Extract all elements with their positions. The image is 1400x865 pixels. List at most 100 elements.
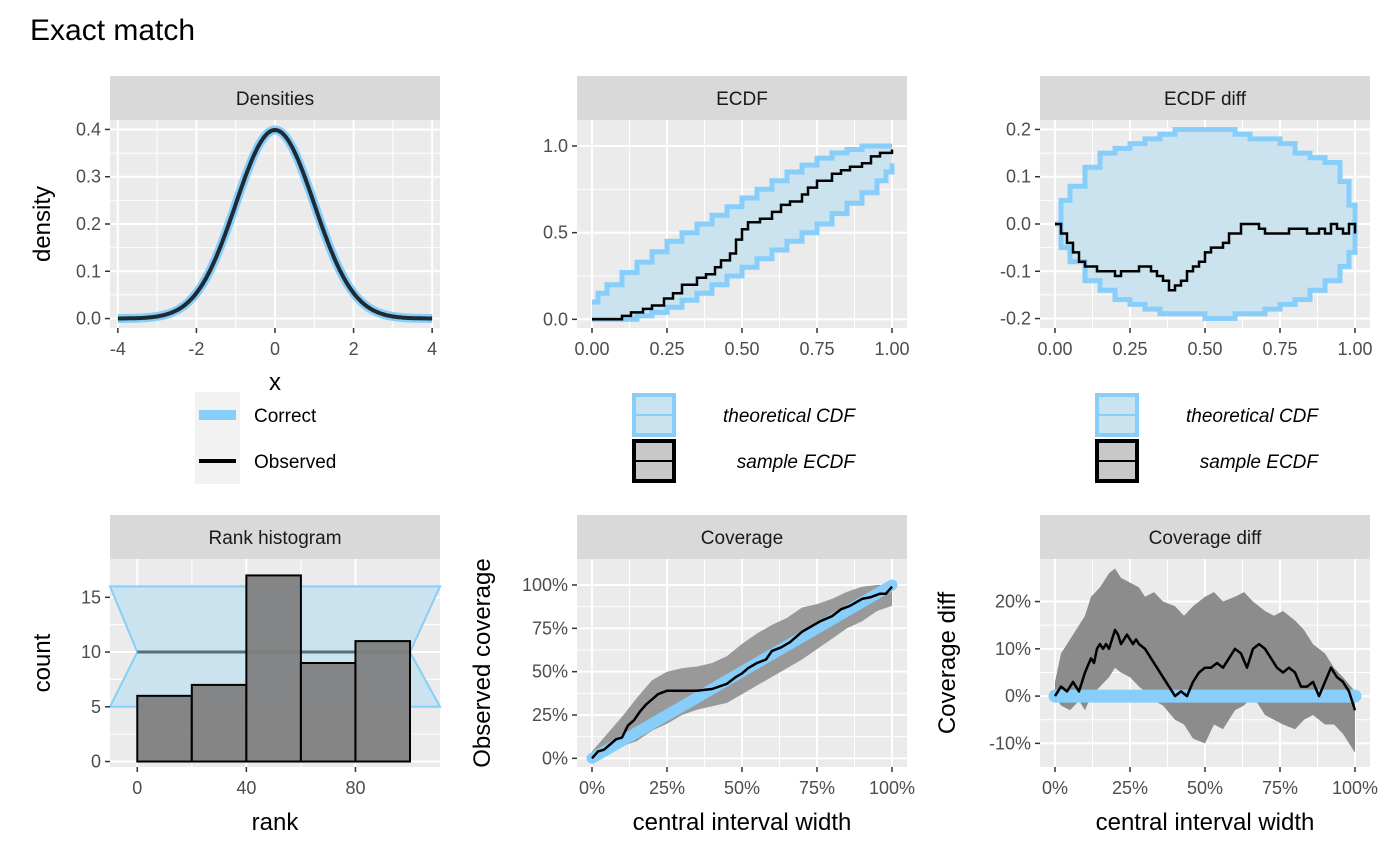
x-tick-label: 0.50: [1187, 339, 1222, 359]
x-tick-label: 75%: [1262, 778, 1298, 798]
histogram-bar: [299, 662, 357, 763]
y-tick-label: 0.3: [76, 167, 101, 187]
legend-label-theoretical: theoretical CDF: [1186, 406, 1319, 427]
strip-label: Coverage: [701, 528, 783, 549]
reference-line: [586, 579, 898, 764]
gridlines: [110, 120, 440, 328]
histogram-bar: [354, 640, 412, 763]
y-tick-label: 10: [81, 642, 101, 662]
y-tick-label: -0.2: [1000, 309, 1031, 329]
legend-label-observed: Observed: [254, 452, 336, 473]
x-tick-label: 0.00: [1037, 339, 1072, 359]
x-tick-label: 2: [349, 339, 359, 359]
x-tick-label: 25%: [1112, 778, 1148, 798]
strip-label: Coverage diff: [1149, 528, 1262, 549]
x-tick-label: 0%: [1042, 778, 1068, 798]
x-tick-label: 0.75: [799, 339, 834, 359]
strip-background: [577, 76, 907, 120]
strip-label: ECDF: [716, 89, 768, 110]
tick-labels: 0.00 0.25 0.50 0.75 1.00 0.0 0.5 1.0: [543, 136, 910, 359]
observed-density-line: [117, 128, 433, 321]
x-tick-label: 1.00: [874, 339, 909, 359]
y-axis-title: Coverage diff: [934, 592, 961, 735]
legend-key-background: [195, 392, 240, 484]
coverage-band: [1055, 568, 1355, 753]
x-tick-label: 80: [345, 778, 365, 798]
marks: [586, 579, 898, 764]
tick-labels: 0% 25% 50% 75% 100% -10% 0% 10% 20%: [989, 592, 1378, 798]
sample-ecdf-line: [1055, 222, 1357, 292]
x-tick-label: 0.50: [724, 339, 759, 359]
coverage-panel: Coverage 0% 25% 50% 75% 100%0%25%50%75%100% …: [469, 515, 915, 836]
theoretical-band-lower: [592, 163, 895, 322]
tick-labels: -4 -2 0 2 4 0.0 0.1 0.2 0.3 0.4: [76, 119, 437, 359]
x-tick-label: 0: [132, 778, 142, 798]
strip-label: Densities: [236, 89, 314, 110]
y-axis-title: density: [29, 186, 56, 262]
x-tick-label: 25%: [649, 778, 685, 798]
coverage-diff-panel: Coverage diff 0% 25% 50% 75% 100% -10% 0% 10% 20…: [934, 515, 1378, 836]
y-tick-label: -10%: [989, 733, 1031, 753]
y-tick-label: 0.2: [1006, 119, 1031, 139]
legend: theoretical CDF sample ECDF: [632, 393, 857, 483]
rank-histogram-panel: Rank histogram 0 40 80 0 5 10 15 rank count: [29, 515, 442, 836]
marks: [115, 125, 435, 323]
legend-label-sample: sample ECDF: [737, 452, 857, 473]
x-tick-label: -2: [188, 339, 204, 359]
y-tick-label: 0.0: [1006, 214, 1031, 234]
strip-label: ECDF diff: [1164, 89, 1247, 110]
y-tick-label: 0.4: [76, 119, 101, 139]
histogram-bar: [245, 574, 302, 763]
main-title: Exact match: [30, 14, 195, 47]
x-tick-label: 4: [427, 339, 437, 359]
y-tick-label: 0: [91, 752, 101, 772]
legend-label-correct: Correct: [254, 406, 317, 427]
strip-background: [577, 515, 907, 559]
marks: [108, 574, 442, 763]
strip-background: [110, 515, 440, 559]
theoretical-band-upper: [592, 143, 892, 305]
histogram-bar: [190, 683, 248, 763]
legend: Correct Observed: [195, 392, 336, 484]
y-tick-label: 0%: [542, 748, 568, 768]
y-tick-label: 0.1: [76, 261, 101, 281]
y-tick-label: 0.1: [1006, 167, 1031, 187]
x-tick-label: 50%: [724, 778, 760, 798]
y-tick-label: 5: [91, 697, 101, 717]
legend-label-theoretical: theoretical CDF: [723, 406, 856, 427]
y-tick-label: 25%: [532, 705, 568, 725]
y-tick-label: 0.2: [76, 214, 101, 234]
ecdf-panel: ECDF 0.00 0.25 0.50 0.75 1.00 0.0 0.5 1.0 theor…: [543, 76, 910, 483]
y-tick-label: 0%: [1005, 686, 1031, 706]
y-tick-label: 0.0: [76, 309, 101, 329]
y-tick-label: 100%: [522, 575, 568, 595]
theoretical-band-lower: [1055, 221, 1358, 321]
marks: [1048, 568, 1362, 753]
densities-panel: Densities -4 -2 0 2 4 0.0 0.1 0.2 0.3 0.4 x densi…: [29, 76, 440, 484]
y-tick-label: 0.5: [543, 223, 568, 243]
x-tick-label: 0.75: [1262, 339, 1297, 359]
x-tick-label: 0.25: [649, 339, 684, 359]
x-tick-label: 100%: [869, 778, 915, 798]
legend: theoretical CDF sample ECDF: [1095, 393, 1320, 483]
x-axis-title: central interval width: [1096, 809, 1315, 836]
observed-coverage-line: [591, 585, 893, 760]
x-tick-label: -4: [110, 339, 126, 359]
y-axis-title: count: [29, 633, 56, 692]
x-tick-label: 0.00: [574, 339, 609, 359]
y-axis-title: Observed coverage: [469, 558, 496, 767]
legend-label-sample: sample ECDF: [1200, 452, 1320, 473]
strip-background: [1040, 76, 1370, 120]
x-axis-title: x: [269, 369, 281, 396]
marks: [592, 143, 895, 322]
theoretical-band-upper: [1055, 127, 1358, 227]
x-axis-title: central interval width: [633, 809, 852, 836]
x-tick-label: 1.00: [1337, 339, 1372, 359]
strip-background: [1040, 515, 1370, 559]
x-tick-label: 75%: [799, 778, 835, 798]
tick-labels: 0 40 80 0 5 10 15: [81, 587, 366, 798]
y-tick-label: 15: [81, 587, 101, 607]
ecdf-diff-panel: ECDF diff 0.00 0.25 0.50 0.75 1.00-0.2-0.10.…: [1000, 76, 1373, 483]
sample-ecdf-line: [592, 149, 894, 321]
y-tick-label: -0.1: [1000, 261, 1031, 281]
